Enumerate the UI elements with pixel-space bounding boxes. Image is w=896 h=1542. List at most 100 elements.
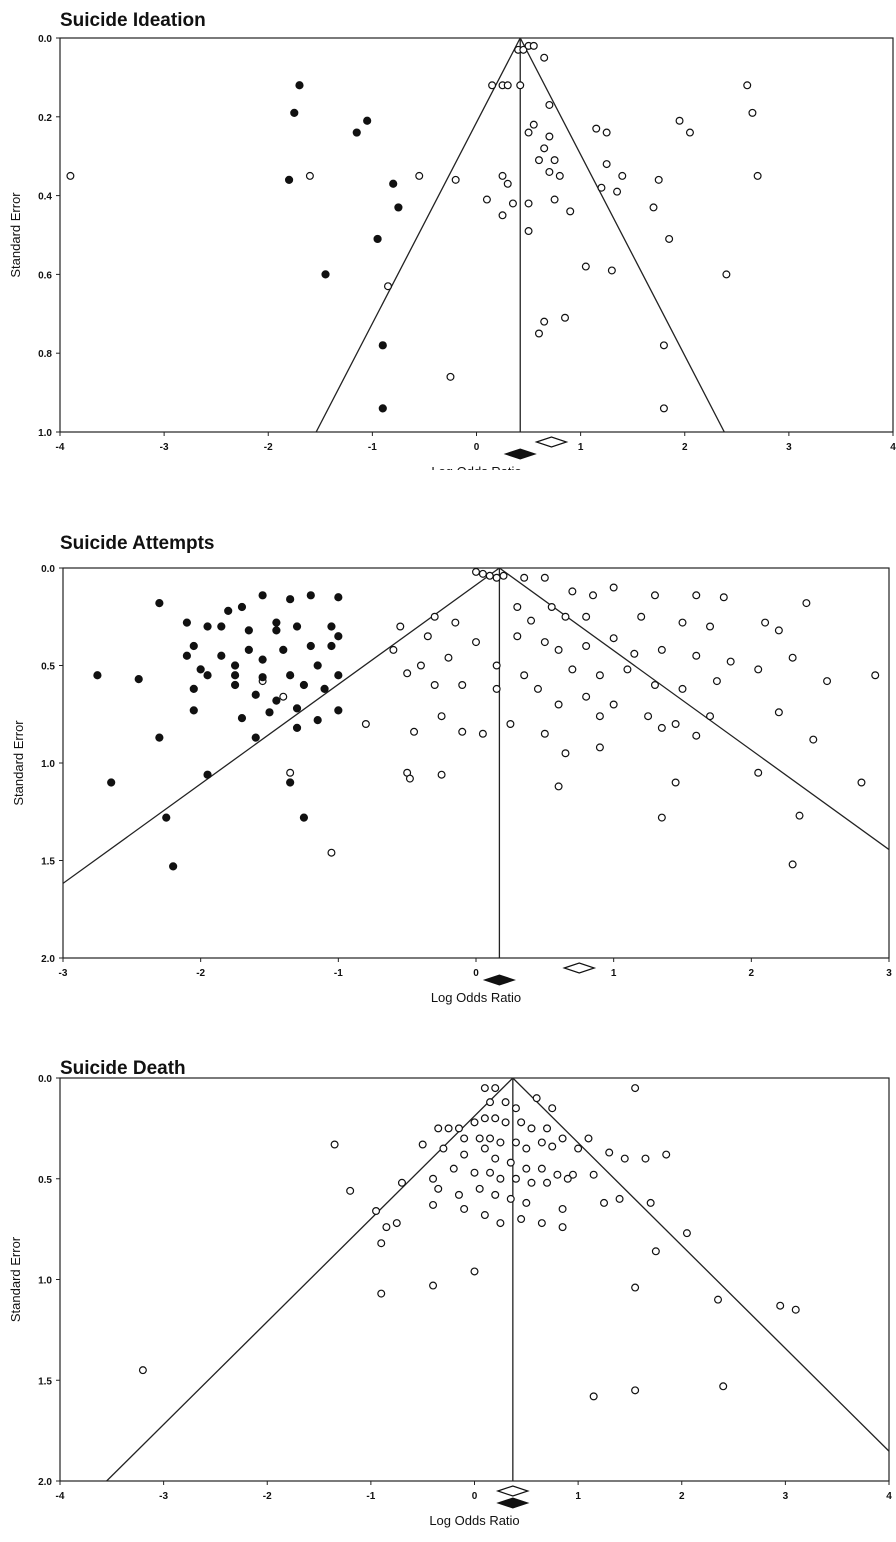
observed-study-point (439, 1144, 448, 1153)
chart-title: Suicide Attempts (60, 533, 215, 554)
observed-study-point (651, 1247, 660, 1256)
x-tick-label: 0 (473, 968, 479, 979)
imputed-study-point (306, 591, 315, 600)
imputed-study-point (327, 622, 336, 631)
observed-study-point (492, 661, 501, 670)
imputed-study-point (251, 690, 260, 699)
imputed-study-point (306, 641, 315, 651)
imputed-study-point (378, 341, 387, 350)
observed-study-point (516, 81, 525, 90)
imputed-study-point (295, 81, 304, 90)
observed-study-point (382, 1223, 391, 1232)
observed-study-point (568, 1170, 577, 1179)
observed-study-point (554, 645, 563, 654)
observed-study-point (566, 207, 575, 216)
y-tick-label: 0.8 (38, 349, 52, 360)
imputed-study-point (182, 651, 191, 660)
observed-study-point (444, 653, 453, 662)
observed-study-point (327, 848, 336, 857)
observed-study-point (650, 681, 659, 690)
y-tick-label: 0.2 (38, 113, 52, 124)
x-tick-label: 4 (890, 442, 896, 453)
observed-study-point (486, 1098, 495, 1107)
observed-study-point (486, 1168, 495, 1177)
observed-study-point (434, 1184, 443, 1193)
panel-suicide-death: Suicide Death 0.0 0.5 1.0 1.5 2.0 -4 -3 -2 -1 0 1 2… (0, 1040, 896, 1540)
y-tick-label: 1.5 (38, 1376, 52, 1387)
imputed-study-point (334, 593, 343, 602)
observed-study-point (537, 1219, 546, 1228)
observed-study-point (444, 1124, 453, 1133)
x-axis-label: Log Odds Ratio (429, 1513, 519, 1528)
funnel-right-line (512, 1078, 889, 1453)
observed-study-point (540, 573, 549, 582)
x-tick-label: 0 (474, 442, 480, 453)
observed-study-point (534, 156, 543, 165)
imputed-study-point (334, 706, 343, 715)
imputed-study-point (378, 404, 387, 413)
imputed-study-point (244, 645, 253, 654)
observed-study-point (555, 171, 564, 180)
y-axis-label: Standard Error (11, 720, 26, 806)
imputed-study-point (134, 675, 143, 684)
observed-study-point (279, 692, 288, 701)
imputed-study-point (334, 671, 343, 680)
observed-study-point (451, 175, 460, 184)
observed-study-point (434, 1124, 443, 1133)
imputed-study-point (321, 270, 330, 279)
observed-study-point (66, 171, 75, 180)
imputed-study-point (320, 684, 329, 693)
observed-study-point (631, 1386, 640, 1395)
y-tick-label: 0.0 (38, 34, 52, 45)
observed-study-point (498, 211, 507, 220)
observed-study-point (429, 1200, 438, 1209)
x-tick-label: 3 (783, 1491, 789, 1502)
observed-study-point (396, 622, 405, 631)
y-tick-label: 1.0 (41, 759, 55, 770)
observed-study-point (646, 1198, 655, 1207)
observed-study-point (534, 329, 543, 338)
y-axis-label: Standard Error (8, 1236, 23, 1322)
y-tick-label: 2.0 (38, 1477, 52, 1488)
observed-study-point (513, 602, 522, 611)
observed-study-point (460, 1204, 469, 1213)
imputed-study-point (182, 618, 191, 627)
observed-study-point (540, 317, 549, 326)
imputed-study-point (162, 813, 171, 822)
observed-study-point (743, 81, 752, 90)
observed-study-point (517, 1118, 526, 1127)
observed-study-point (451, 618, 460, 627)
observed-study-point (429, 1281, 438, 1290)
observed-study-point (501, 1118, 510, 1127)
observed-study-point (558, 1204, 567, 1213)
observed-study-point (595, 712, 604, 721)
imputed-study-point (217, 651, 226, 660)
imputed-study-point (286, 671, 295, 680)
observed-study-point (547, 602, 556, 611)
observed-study-point (584, 1134, 593, 1143)
imputed-study-point (373, 234, 382, 244)
observed-study-point (788, 653, 797, 662)
observed-study-point (361, 720, 370, 729)
y-tick-label: 1.0 (38, 1276, 52, 1287)
adjusted-estimate-diamond (534, 436, 569, 448)
observed-estimate-diamond (482, 974, 516, 986)
imputed-study-point (169, 862, 178, 871)
observed-study-point (517, 1215, 526, 1224)
observed-study-point (615, 1194, 624, 1203)
y-tick-label: 0.5 (38, 1175, 52, 1186)
observed-study-point (491, 1084, 500, 1093)
x-tick-label: -3 (160, 442, 169, 453)
observed-study-point (480, 1114, 489, 1123)
imputed-study-point (299, 680, 309, 690)
x-tick-label: 1 (611, 968, 617, 979)
panel-suicide-ideation: Suicide Ideation 0.0 0.2 0.4 0.6 0.8 1.0 -4 -3 -… (0, 0, 896, 470)
observed-study-point (678, 684, 687, 693)
x-tick-label: 1 (575, 1491, 581, 1502)
imputed-study-point (258, 655, 267, 664)
x-tick-label: -1 (366, 1491, 375, 1502)
observed-study-point (389, 645, 398, 654)
x-tick-label: 2 (679, 1491, 685, 1502)
imputed-study-point (292, 723, 302, 732)
imputed-study-point (279, 645, 288, 654)
